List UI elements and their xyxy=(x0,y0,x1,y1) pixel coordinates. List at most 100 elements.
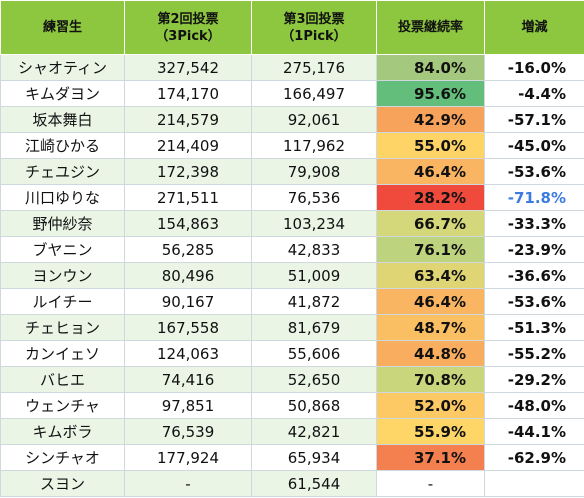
vote2-count: 167,558 xyxy=(124,314,252,341)
retention-rate: 95.6% xyxy=(376,80,485,107)
table-row: シャオティン 327,542 275,176 84.0% -16.0% xyxy=(0,54,584,81)
retention-rate: 46.4% xyxy=(376,158,485,185)
change-percent: -55.2% xyxy=(484,340,584,367)
change-percent: -29.2% xyxy=(484,366,584,393)
table-row: 川口ゆりな 271,511 76,536 28.2% -71.8% xyxy=(0,184,584,211)
retention-rate: 55.0% xyxy=(376,132,485,159)
trainee-name: 坂本舞白 xyxy=(0,106,125,133)
vote2-count: 271,511 xyxy=(124,184,252,211)
header-trainee: 練習生 xyxy=(0,0,125,55)
trainee-name: チェヒョン xyxy=(0,314,125,341)
table-row: チェヒョン 167,558 81,679 48.7% -51.3% xyxy=(0,314,584,341)
header-retention-rate: 投票継続率 xyxy=(376,0,485,55)
trainee-name: シンチャオ xyxy=(0,444,125,471)
vote2-count: 76,539 xyxy=(124,418,252,445)
header-vote2: 第2回投票 （3Pick） xyxy=(124,0,252,55)
vote2-count: 214,409 xyxy=(124,132,252,159)
change-percent: -45.0% xyxy=(484,132,584,159)
retention-rate: 63.4% xyxy=(376,262,485,289)
vote3-count: 81,679 xyxy=(251,314,377,341)
vote2-count: 74,416 xyxy=(124,366,252,393)
change-percent: -62.9% xyxy=(484,444,584,471)
vote3-count: 76,536 xyxy=(251,184,377,211)
vote3-count: 92,061 xyxy=(251,106,377,133)
vote2-count: - xyxy=(124,470,252,497)
vote3-count: 55,606 xyxy=(251,340,377,367)
vote3-count: 117,962 xyxy=(251,132,377,159)
vote3-count: 166,497 xyxy=(251,80,377,107)
vote3-count: 61,544 xyxy=(251,470,377,497)
table-body: シャオティン 327,542 275,176 84.0% -16.0% キムダヨン 174,… xyxy=(0,54,584,497)
table-row: カンイェソ 124,063 55,606 44.8% -55.2% xyxy=(0,340,584,367)
retention-rate: 42.9% xyxy=(376,106,485,133)
header-change: 増減 xyxy=(484,0,584,55)
header-vote2-title: 第2回投票 xyxy=(157,11,219,27)
trainee-name: ウェンチャ xyxy=(0,392,125,419)
vote2-count: 214,579 xyxy=(124,106,252,133)
header-vote3-pick: （1Pick） xyxy=(281,28,347,44)
vote2-count: 154,863 xyxy=(124,210,252,237)
vote2-count: 90,167 xyxy=(124,288,252,315)
change-percent: -36.6% xyxy=(484,262,584,289)
vote2-count: 97,851 xyxy=(124,392,252,419)
vote2-count: 80,496 xyxy=(124,262,252,289)
table-header: 練習生 第2回投票 （3Pick） 第3回投票 （1Pick） 投票継続率 増減 xyxy=(0,0,584,55)
retention-rate: 37.1% xyxy=(376,444,485,471)
trainee-name: シャオティン xyxy=(0,54,125,81)
trainee-name: チェユジン xyxy=(0,158,125,185)
table-row: チェユジン 172,398 79,908 46.4% -53.6% xyxy=(0,158,584,185)
trainee-name: ブヤニン xyxy=(0,236,125,263)
change-percent xyxy=(484,470,584,497)
change-percent: -53.6% xyxy=(484,158,584,185)
retention-rate: 44.8% xyxy=(376,340,485,367)
trainee-name: カンイェソ xyxy=(0,340,125,367)
retention-rate: 46.4% xyxy=(376,288,485,315)
retention-rate: - xyxy=(376,470,485,497)
table-row: 江崎ひかる 214,409 117,962 55.0% -45.0% xyxy=(0,132,584,159)
change-percent: -44.1% xyxy=(484,418,584,445)
vote2-count: 56,285 xyxy=(124,236,252,263)
change-percent: -16.0% xyxy=(484,54,584,81)
trainee-name: 川口ゆりな xyxy=(0,184,125,211)
table-row: ルイチー 90,167 41,872 46.4% -53.6% xyxy=(0,288,584,315)
table-row: スヨン -61,544- xyxy=(0,470,584,497)
change-percent: -71.8% xyxy=(484,184,584,211)
trainee-name: キムダヨン xyxy=(0,80,125,107)
retention-rate: 48.7% xyxy=(376,314,485,341)
vote3-count: 51,009 xyxy=(251,262,377,289)
vote3-count: 42,821 xyxy=(251,418,377,445)
vote2-count: 174,170 xyxy=(124,80,252,107)
table-row: ヨンウン 80,496 51,009 63.4% -36.6% xyxy=(0,262,584,289)
trainee-name: バヒエ xyxy=(0,366,125,393)
trainee-name: ルイチー xyxy=(0,288,125,315)
table-row: ウェンチャ 97,851 50,868 52.0% -48.0% xyxy=(0,392,584,419)
table-row: シンチャオ 177,924 65,934 37.1% -62.9% xyxy=(0,444,584,471)
change-percent: -23.9% xyxy=(484,236,584,263)
change-percent: -51.3% xyxy=(484,314,584,341)
table-row: バヒエ 74,416 52,650 70.8% -29.2% xyxy=(0,366,584,393)
vote3-count: 41,872 xyxy=(251,288,377,315)
vote3-count: 79,908 xyxy=(251,158,377,185)
table-row: 野仲紗奈 154,863 103,234 66.7% -33.3% xyxy=(0,210,584,237)
vote3-count: 42,833 xyxy=(251,236,377,263)
trainee-name: キムボラ xyxy=(0,418,125,445)
trainee-name: スヨン xyxy=(0,470,125,497)
vote2-count: 124,063 xyxy=(124,340,252,367)
trainee-name: ヨンウン xyxy=(0,262,125,289)
change-percent: -33.3% xyxy=(484,210,584,237)
retention-rate: 84.0% xyxy=(376,54,485,81)
trainee-name: 野仲紗奈 xyxy=(0,210,125,237)
change-percent: -4.4% xyxy=(484,80,584,107)
vote2-count: 172,398 xyxy=(124,158,252,185)
vote3-count: 103,234 xyxy=(251,210,377,237)
table-row: 坂本舞白 214,579 92,061 42.9% -57.1% xyxy=(0,106,584,133)
vote3-count: 275,176 xyxy=(251,54,377,81)
retention-rate: 70.8% xyxy=(376,366,485,393)
change-percent: -53.6% xyxy=(484,288,584,315)
table-row: キムダヨン 174,170 166,497 95.6% -4.4% xyxy=(0,80,584,107)
header-vote3-title: 第3回投票 xyxy=(283,11,345,27)
change-percent: -57.1% xyxy=(484,106,584,133)
retention-rate: 66.7% xyxy=(376,210,485,237)
table-row: ブヤニン 56,285 42,833 76.1% -23.9% xyxy=(0,236,584,263)
